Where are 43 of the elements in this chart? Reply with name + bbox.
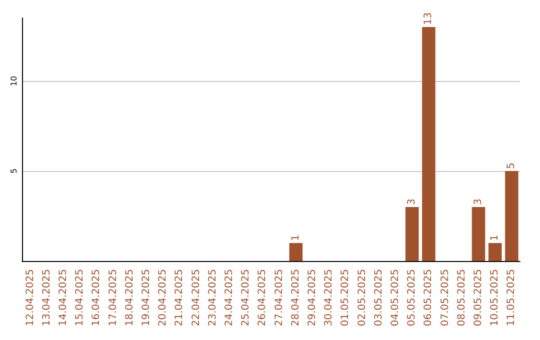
data-label: 13: [423, 12, 434, 25]
x-tick-label: 18.04.2025: [124, 269, 136, 326]
x-tick-label: 30.04.2025: [324, 269, 335, 326]
bar: [422, 27, 436, 261]
x-tick-label: 17.04.2025: [108, 269, 119, 326]
bar: [472, 207, 486, 261]
x-tick-label: 15.04.2025: [74, 269, 86, 326]
x-tick-label: 12.04.2025: [24, 269, 36, 326]
x-tick-label: 09.05.2025: [473, 269, 484, 326]
data-label: 3: [473, 198, 484, 205]
x-tick-label: 28.04.2025: [290, 269, 302, 326]
x-tick-label: 27.04.2025: [274, 269, 285, 326]
y-tick-label: 10: [10, 76, 18, 86]
x-tick-label: 24.04.2025: [224, 269, 235, 326]
data-label: 5: [506, 162, 518, 169]
x-tick-label: 01.05.2025: [340, 269, 352, 326]
x-tick-label: 22.04.2025: [190, 269, 202, 326]
x-tick-label: 20.04.2025: [158, 269, 169, 326]
x-tick-label: 29.04.2025: [307, 269, 318, 326]
x-tick-label: 16.04.2025: [91, 269, 102, 326]
x-tick-label: 14.04.2025: [58, 269, 69, 326]
bar: [505, 171, 518, 261]
data-label: 1: [290, 234, 302, 241]
x-tick-label: 21.04.2025: [174, 269, 186, 326]
x-tick-label: 23.04.2025: [207, 269, 218, 326]
x-tick-label: 10.05.2025: [490, 269, 501, 326]
x-tick-label: 13.04.2025: [41, 269, 52, 326]
bar: [488, 243, 502, 261]
x-tick-label: 05.05.2025: [406, 269, 418, 326]
x-tick-label: 11.05.2025: [506, 269, 518, 326]
x-tick-label: 26.04.2025: [257, 269, 268, 326]
x-tick-label: 25.04.2025: [240, 269, 252, 326]
bar: [289, 243, 303, 261]
x-tick-label: 19.04.2025: [141, 269, 152, 326]
x-tick-label: 06.05.2025: [423, 269, 434, 326]
data-label: 1: [490, 234, 501, 241]
x-tick-label: 02.05.2025: [356, 269, 368, 326]
x-tick-label: 08.05.2025: [456, 269, 468, 326]
x-tick-label: 04.05.2025: [390, 269, 401, 326]
x-tick-label: 03.05.2025: [373, 269, 384, 326]
data-label: 3: [406, 198, 418, 205]
x-tick-label: 07.05.2025: [440, 269, 451, 326]
bar: [405, 207, 419, 261]
